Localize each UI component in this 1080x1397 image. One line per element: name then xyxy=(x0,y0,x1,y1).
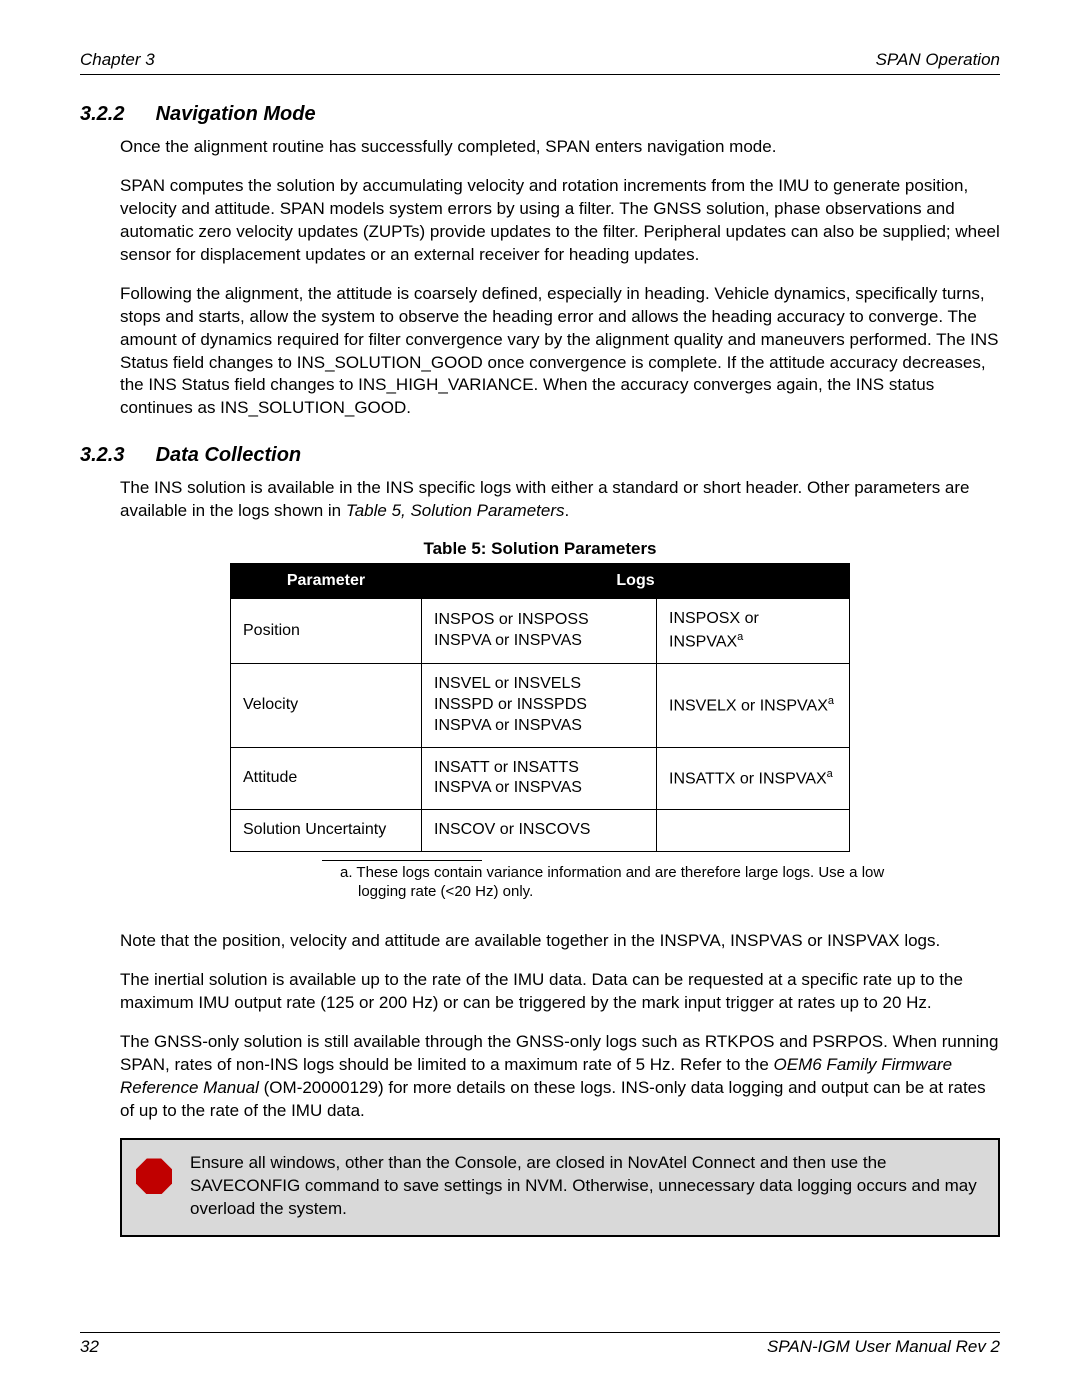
table-row: Solution Uncertainty INSCOV or INSCOVS xyxy=(231,810,850,852)
paragraph: Once the alignment routine has successfu… xyxy=(120,136,1000,159)
table-caption: Table 5: Solution Parameters xyxy=(80,539,1000,559)
header-right: SPAN Operation xyxy=(876,50,1000,70)
paragraph: Following the alignment, the attitude is… xyxy=(120,283,1000,421)
section-num: 3.2.2 xyxy=(80,103,150,126)
table-row: Velocity INSVEL or INSVELS INSSPD or INS… xyxy=(231,664,850,747)
footer-title: SPAN-IGM User Manual Rev 2 xyxy=(767,1337,1000,1357)
warning-text: Ensure all windows, other than the Conso… xyxy=(190,1152,984,1221)
table-reference: Table 5, Solution Parameters xyxy=(346,501,565,520)
table-header-parameter: Parameter xyxy=(231,564,422,599)
section-heading-nav-mode: 3.2.2 Navigation Mode xyxy=(80,103,1000,126)
table-footnote: a. These logs contain variance informati… xyxy=(340,863,898,902)
paragraph: The INS solution is available in the INS… xyxy=(120,477,1000,523)
paragraph: SPAN computes the solution by accumulati… xyxy=(120,175,1000,267)
section-heading-data-collection: 3.2.3 Data Collection xyxy=(80,444,1000,467)
section-title: Navigation Mode xyxy=(156,103,316,125)
page-footer: 32 SPAN-IGM User Manual Rev 2 xyxy=(80,1332,1000,1357)
section-num: 3.2.3 xyxy=(80,444,150,467)
stop-icon xyxy=(136,1158,172,1194)
table-row: Attitude INSATT or INSATTS INSPVA or INS… xyxy=(231,747,850,810)
paragraph: The inertial solution is available up to… xyxy=(120,969,1000,1015)
table-header-logs: Logs xyxy=(422,564,850,599)
solution-parameters-table: Parameter Logs Position INSPOS or INSPOS… xyxy=(230,563,850,852)
page-number: 32 xyxy=(80,1337,99,1357)
footnote-separator xyxy=(322,860,482,861)
header-left: Chapter 3 xyxy=(80,50,155,70)
page-header: Chapter 3 SPAN Operation xyxy=(80,50,1000,75)
paragraph: The GNSS-only solution is still availabl… xyxy=(120,1031,1000,1123)
section-title: Data Collection xyxy=(156,444,302,466)
table-row: Position INSPOS or INSPOSS INSPVA or INS… xyxy=(231,599,850,664)
paragraph: Note that the position, velocity and att… xyxy=(120,930,1000,953)
warning-box: Ensure all windows, other than the Conso… xyxy=(120,1138,1000,1237)
